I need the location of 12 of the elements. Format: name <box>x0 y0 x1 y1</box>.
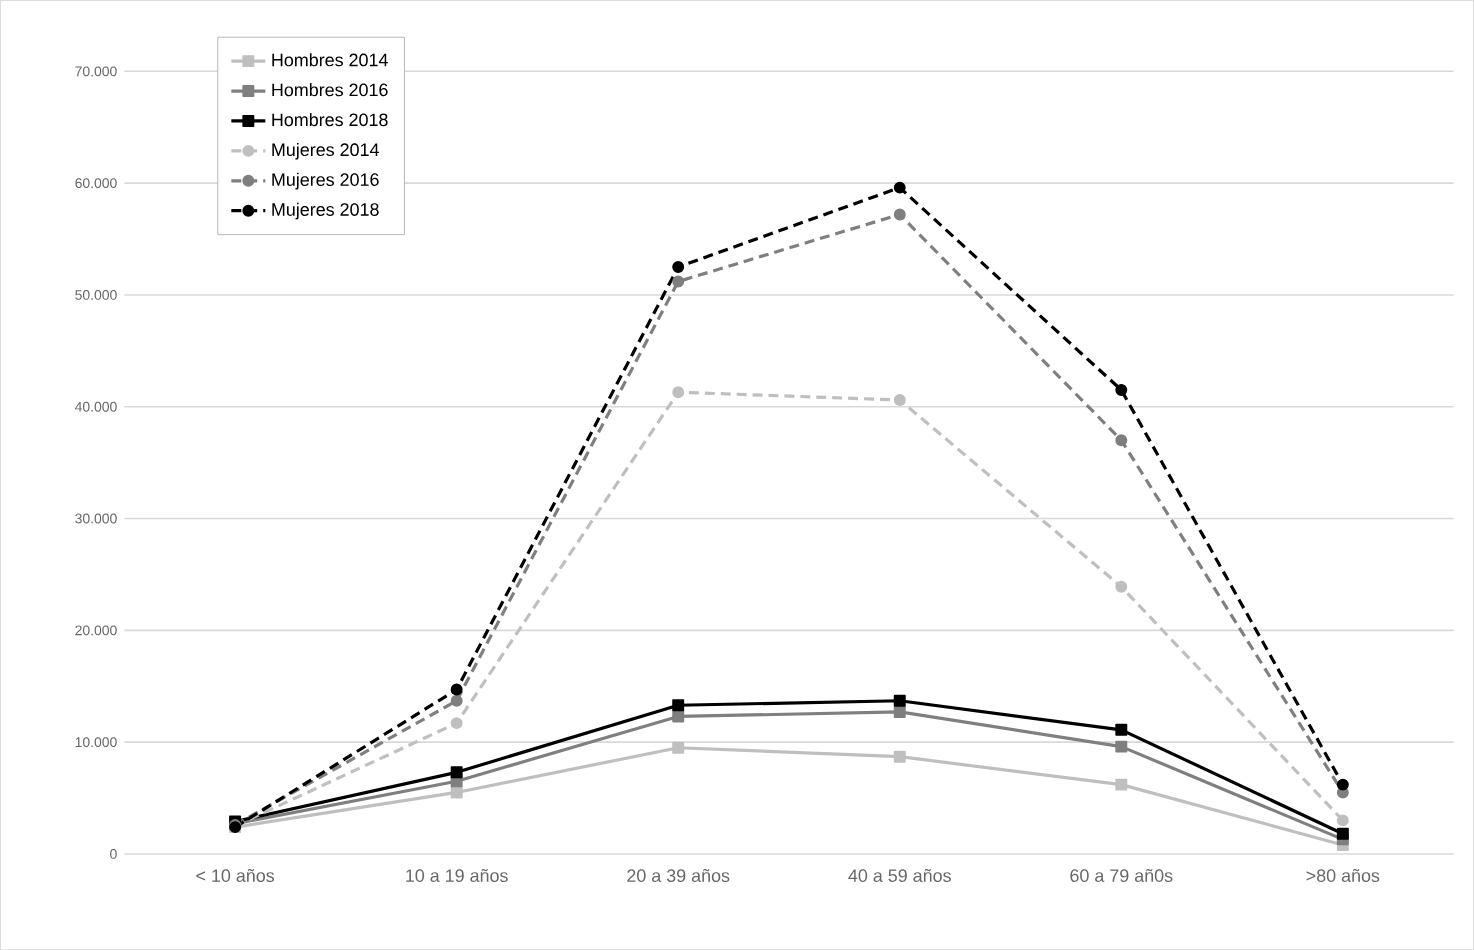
legend-label: Hombres 2014 <box>272 53 388 67</box>
legend-label: Mujeres 2018 <box>272 202 379 220</box>
x-tick-label: < 10 años <box>196 868 275 882</box>
legend-label: Mujeres 2014 <box>272 142 379 160</box>
x-tick-label: 10 a 19 años <box>406 868 508 882</box>
legend-label: Hombres 2016 <box>272 82 388 97</box>
x-tick-label: >80 años <box>1306 868 1380 882</box>
legend-label: Hombres 2018 <box>272 112 388 127</box>
x-tick-label: 40 a 59 años <box>848 868 951 882</box>
x-tick-label: 60 a 79 añ0s <box>1070 868 1173 882</box>
x-tick-label: 20 a 39 años <box>627 868 730 882</box>
legend-label: Mujeres 2016 <box>272 172 379 190</box>
